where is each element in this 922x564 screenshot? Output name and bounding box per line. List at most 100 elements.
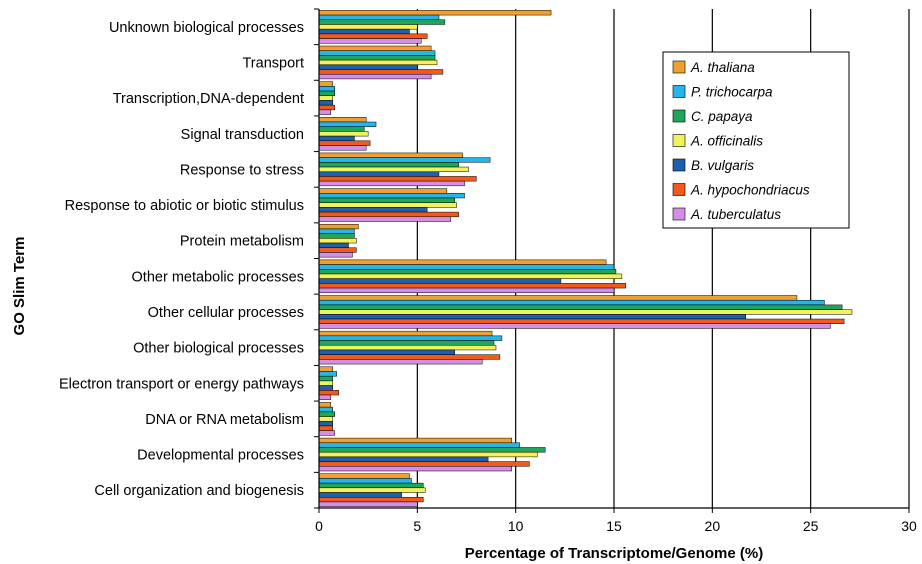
bar — [318, 366, 334, 372]
bar — [318, 442, 520, 448]
bar — [318, 145, 367, 151]
bar — [318, 216, 452, 222]
bar — [318, 330, 493, 337]
category-label: Other biological processes — [133, 341, 304, 357]
category-label: Developmental processes — [137, 448, 304, 464]
bar — [318, 437, 512, 444]
bar — [318, 349, 455, 355]
bar — [318, 359, 483, 365]
bar — [318, 28, 410, 35]
bar — [318, 354, 501, 360]
bar — [318, 223, 359, 230]
bar — [318, 309, 853, 315]
x-tick-labels: 0 5 10 15 20 25 30 — [315, 518, 917, 534]
bar — [318, 117, 367, 123]
legend-label: A. tuberculatus — [690, 207, 781, 222]
bar — [318, 24, 418, 30]
category-label: Transport — [242, 55, 304, 71]
bar — [318, 345, 497, 351]
bar — [318, 10, 552, 16]
bar — [318, 335, 503, 341]
category-label: Electron transport or energy pathways — [59, 376, 304, 392]
y-axis-title: GO Slim Term — [11, 237, 28, 336]
legend-swatch — [672, 109, 686, 123]
legend-swatch — [672, 85, 686, 98]
bar — [318, 90, 335, 97]
x-axis-title: Percentage of Transcriptome/Genome (%) — [465, 545, 763, 562]
legend-swatch — [672, 158, 686, 172]
legend-label: A. hypochondriacus — [690, 183, 810, 198]
bar — [318, 55, 436, 61]
x-tick-label: 10 — [508, 518, 524, 534]
bar — [318, 50, 436, 56]
bar — [318, 59, 438, 66]
bar — [318, 180, 465, 187]
bar — [318, 135, 355, 142]
bar — [318, 104, 335, 111]
category-label: Other metabolic processes — [132, 269, 304, 285]
legend-box — [662, 51, 850, 229]
x-tick-label: 15 — [606, 518, 622, 534]
category-label: Response to abiotic or biotic stimulus — [65, 198, 304, 214]
bar — [318, 193, 465, 199]
bar — [318, 259, 607, 265]
legend-label: B. vulgaris — [691, 158, 754, 173]
bar — [318, 264, 615, 270]
legend-swatch — [672, 207, 686, 221]
bar — [318, 466, 512, 472]
bar — [318, 202, 457, 208]
legend-label: P. trichocarpa — [691, 85, 773, 100]
x-tick-label: 25 — [803, 518, 819, 534]
bar — [318, 140, 371, 146]
bar — [318, 14, 440, 21]
bar — [318, 207, 428, 213]
bar — [318, 273, 623, 279]
bar — [318, 166, 469, 172]
category-label: Cell organization and biogenesis — [94, 483, 304, 499]
bar — [318, 211, 459, 218]
bar — [318, 323, 831, 329]
bar — [318, 482, 424, 489]
bar — [318, 157, 491, 163]
bar — [318, 152, 463, 158]
category-label: Response to stress — [180, 162, 304, 178]
bar — [318, 473, 410, 479]
bar — [318, 394, 332, 400]
bar — [318, 162, 459, 168]
bar — [318, 86, 335, 92]
bar — [318, 109, 332, 115]
bar — [318, 197, 455, 203]
category-label: Protein metabolism — [180, 234, 304, 250]
bar — [318, 451, 538, 458]
bar — [318, 299, 825, 306]
bar — [318, 402, 332, 408]
category-label: Transcription,DNA-dependent — [113, 91, 304, 107]
bar — [318, 304, 843, 310]
axes-layer — [314, 8, 910, 513]
bar — [318, 420, 334, 427]
category-label: DNA or RNA metabolism — [145, 412, 304, 428]
bar — [318, 411, 335, 417]
bar — [318, 45, 432, 51]
bar — [318, 81, 334, 87]
bar — [318, 456, 489, 462]
bar — [318, 33, 428, 39]
bar — [318, 171, 440, 177]
bar — [318, 247, 357, 253]
bar — [318, 425, 334, 431]
bar — [318, 430, 335, 436]
bar — [318, 121, 377, 127]
bar — [318, 496, 424, 503]
bar — [318, 95, 334, 101]
legend-swatch — [672, 60, 686, 74]
bar — [318, 314, 747, 320]
bar — [318, 131, 369, 137]
bar — [318, 64, 418, 70]
legend-swatch — [672, 134, 686, 147]
bar — [318, 390, 339, 396]
bar — [318, 283, 627, 289]
bar — [318, 238, 357, 244]
x-tick-label: 20 — [705, 518, 721, 534]
bar — [318, 501, 418, 507]
bar — [318, 492, 402, 498]
